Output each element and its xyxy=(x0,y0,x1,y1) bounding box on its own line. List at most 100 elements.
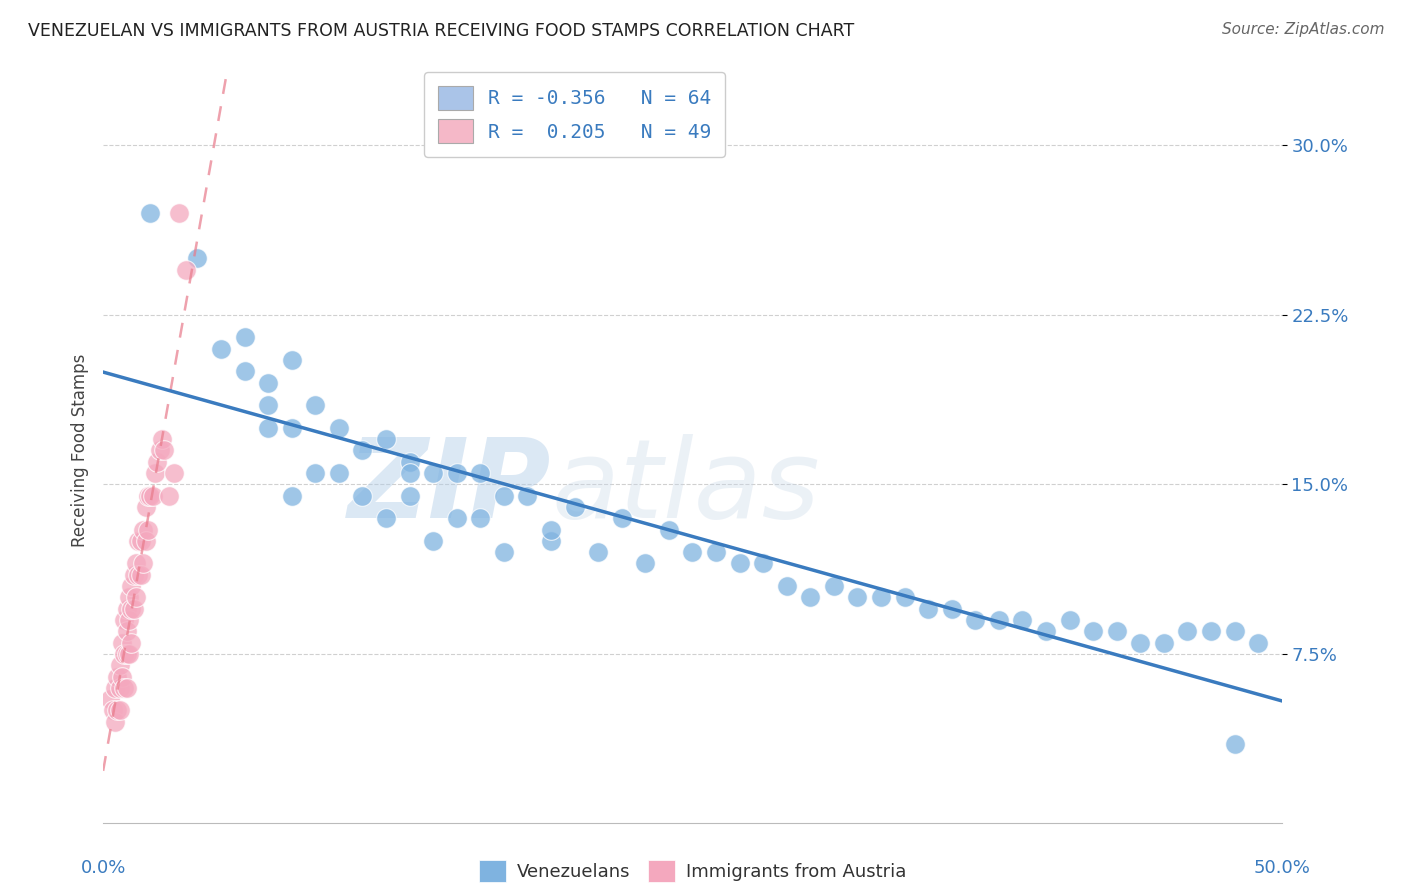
Point xyxy=(870,591,893,605)
Point xyxy=(129,533,152,548)
Point xyxy=(492,489,515,503)
Point xyxy=(108,703,131,717)
Point xyxy=(280,353,302,368)
Point xyxy=(398,455,420,469)
Point xyxy=(142,489,165,503)
Point xyxy=(470,466,492,480)
Point xyxy=(127,533,149,548)
Point xyxy=(776,579,799,593)
Point xyxy=(112,613,135,627)
Point xyxy=(233,330,256,344)
Point xyxy=(1081,624,1104,639)
Text: ZIP: ZIP xyxy=(347,434,551,541)
Point xyxy=(143,466,166,480)
Point xyxy=(98,692,121,706)
Point xyxy=(112,681,135,695)
Point xyxy=(540,523,562,537)
Point xyxy=(422,466,444,480)
Point xyxy=(658,523,681,537)
Point xyxy=(304,398,326,412)
Point xyxy=(174,262,197,277)
Point xyxy=(328,466,350,480)
Point xyxy=(728,557,751,571)
Point xyxy=(893,591,915,605)
Point xyxy=(139,489,162,503)
Point xyxy=(129,567,152,582)
Point xyxy=(105,669,128,683)
Point xyxy=(233,364,256,378)
Point xyxy=(111,669,134,683)
Point xyxy=(167,206,190,220)
Legend: Venezuelans, Immigrants from Austria: Venezuelans, Immigrants from Austria xyxy=(471,853,914,889)
Point xyxy=(564,500,586,514)
Point xyxy=(823,579,845,593)
Text: 50.0%: 50.0% xyxy=(1253,859,1310,877)
Point xyxy=(120,601,142,615)
Point xyxy=(115,681,138,695)
Point xyxy=(1247,635,1270,649)
Point xyxy=(398,489,420,503)
Point xyxy=(146,455,169,469)
Point xyxy=(917,601,939,615)
Point xyxy=(104,714,127,729)
Point xyxy=(1223,624,1246,639)
Point xyxy=(492,545,515,559)
Point xyxy=(108,681,131,695)
Point xyxy=(122,601,145,615)
Point xyxy=(1105,624,1128,639)
Point xyxy=(139,206,162,220)
Point xyxy=(186,252,208,266)
Text: atlas: atlas xyxy=(551,434,820,541)
Point xyxy=(125,557,148,571)
Text: VENEZUELAN VS IMMIGRANTS FROM AUSTRIA RECEIVING FOOD STAMPS CORRELATION CHART: VENEZUELAN VS IMMIGRANTS FROM AUSTRIA RE… xyxy=(28,22,855,40)
Point xyxy=(422,533,444,548)
Point xyxy=(681,545,703,559)
Point xyxy=(132,523,155,537)
Point xyxy=(470,511,492,525)
Y-axis label: Receiving Food Stamps: Receiving Food Stamps xyxy=(72,354,89,547)
Point xyxy=(150,432,173,446)
Point xyxy=(516,489,538,503)
Point xyxy=(257,398,280,412)
Point xyxy=(101,703,124,717)
Point xyxy=(1035,624,1057,639)
Point xyxy=(446,466,468,480)
Point xyxy=(115,647,138,661)
Point xyxy=(280,421,302,435)
Point xyxy=(752,557,775,571)
Point xyxy=(846,591,869,605)
Point xyxy=(634,557,657,571)
Point xyxy=(104,681,127,695)
Point xyxy=(257,421,280,435)
Point xyxy=(149,443,172,458)
Point xyxy=(127,567,149,582)
Point xyxy=(118,647,141,661)
Point xyxy=(1177,624,1199,639)
Point xyxy=(540,533,562,548)
Point xyxy=(120,635,142,649)
Point xyxy=(136,523,159,537)
Point xyxy=(112,647,135,661)
Point xyxy=(105,703,128,717)
Point xyxy=(115,624,138,639)
Point xyxy=(157,489,180,503)
Point xyxy=(799,591,821,605)
Point xyxy=(1199,624,1222,639)
Point xyxy=(1153,635,1175,649)
Point xyxy=(1129,635,1152,649)
Point xyxy=(118,591,141,605)
Point xyxy=(122,567,145,582)
Point xyxy=(1011,613,1033,627)
Point xyxy=(304,466,326,480)
Point xyxy=(153,443,176,458)
Point xyxy=(108,658,131,673)
Point xyxy=(375,511,398,525)
Point xyxy=(328,421,350,435)
Point xyxy=(610,511,633,525)
Point xyxy=(1059,613,1081,627)
Point xyxy=(135,533,157,548)
Point xyxy=(125,591,148,605)
Point xyxy=(257,376,280,390)
Point xyxy=(132,557,155,571)
Point xyxy=(941,601,963,615)
